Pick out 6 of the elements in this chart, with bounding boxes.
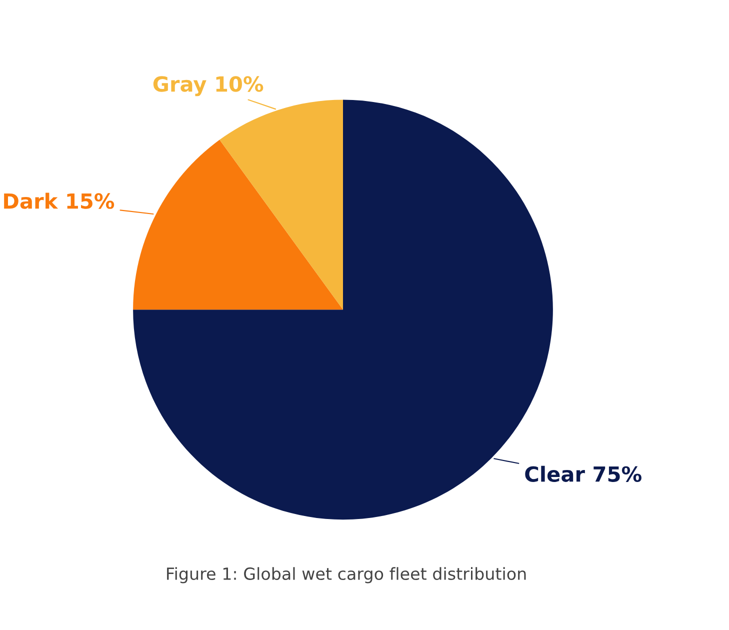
slice-label: Dark 15% bbox=[4, 192, 114, 209]
pie-slice bbox=[220, 100, 343, 310]
pie-slice bbox=[133, 140, 343, 310]
caption: Figure 1: Global wet cargo fleet distribution bbox=[167, 567, 526, 584]
slice-label: Clear 75% bbox=[525, 466, 642, 482]
slice-label: Gray 10% bbox=[153, 76, 264, 96]
